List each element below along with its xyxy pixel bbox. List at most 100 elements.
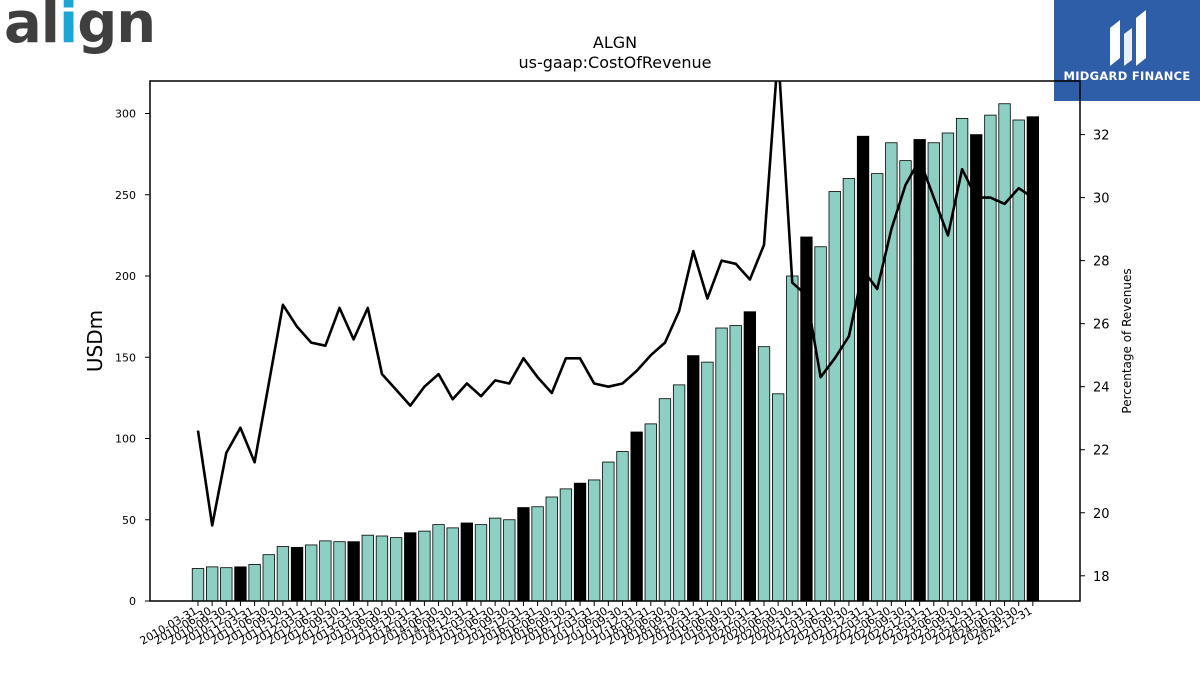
bar-2022-09-30 bbox=[899, 160, 912, 602]
line-point-2021-03-31 bbox=[820, 376, 822, 378]
bar-2014-03-31 bbox=[418, 530, 431, 602]
line-point-2011-03-31 bbox=[254, 461, 256, 463]
bar-2020-06-30 bbox=[772, 393, 785, 602]
bar-2017-12-31 bbox=[630, 431, 643, 602]
line-point-2021-12-31 bbox=[862, 269, 864, 271]
bar-2024-12-31 bbox=[1026, 116, 1039, 602]
line-point-2023-06-30 bbox=[947, 234, 949, 237]
line-point-2018-06-30 bbox=[664, 341, 666, 344]
bar-2014-06-30 bbox=[432, 524, 445, 602]
bar-2020-03-31 bbox=[757, 346, 771, 602]
bar-2017-06-30 bbox=[602, 461, 615, 602]
bar-2014-12-31 bbox=[460, 522, 474, 602]
line-point-2013-03-31 bbox=[367, 307, 369, 309]
line-point-2010-12-31 bbox=[239, 427, 242, 429]
percentage-line bbox=[196, 81, 1034, 527]
bar-2016-09-30 bbox=[559, 488, 573, 602]
chart-title: ALGN bbox=[593, 33, 637, 52]
y2-tick-label: 18 bbox=[1093, 570, 1110, 585]
line-point-2019-06-30 bbox=[720, 260, 723, 262]
bar-2015-09-30 bbox=[503, 519, 516, 602]
line-point-2013-06-30 bbox=[381, 373, 383, 375]
line-point-2019-09-30 bbox=[735, 263, 737, 265]
logo-text-dot: i bbox=[58, 0, 78, 56]
line-point-2017-06-30 bbox=[607, 386, 609, 388]
line-point-2014-03-31 bbox=[423, 386, 425, 388]
bar-2016-12-31 bbox=[573, 482, 587, 602]
line-point-2022-03-31 bbox=[876, 288, 878, 290]
align-logo: align bbox=[4, 0, 156, 52]
y-tick-label: 50 bbox=[122, 514, 136, 527]
logo-text-end: gn bbox=[77, 0, 156, 56]
line-point-2015-12-31 bbox=[522, 357, 525, 359]
bar-2010-12-31 bbox=[234, 566, 247, 602]
bar-2019-12-31 bbox=[743, 311, 756, 602]
bar-2017-03-31 bbox=[588, 479, 601, 602]
line-point-2022-09-30 bbox=[904, 184, 907, 186]
y2-tick-label: 26 bbox=[1093, 318, 1110, 333]
line-point-2014-06-30 bbox=[437, 373, 440, 375]
line-point-2011-09-30 bbox=[282, 304, 284, 306]
line-point-2024-06-30 bbox=[1003, 203, 1006, 205]
sponsor-emblem-icon bbox=[1110, 10, 1146, 66]
line-point-2024-09-30 bbox=[1018, 187, 1020, 189]
bar-2017-09-30 bbox=[616, 451, 629, 602]
y-tick-label: 0 bbox=[129, 595, 136, 608]
bar-2015-03-31 bbox=[474, 524, 488, 602]
y-tick-label: 250 bbox=[115, 189, 136, 202]
bar-2013-12-31 bbox=[404, 532, 417, 602]
bar-2012-09-30 bbox=[333, 541, 346, 602]
line-point-2012-03-31 bbox=[310, 341, 312, 344]
line-point-2017-09-30 bbox=[621, 382, 624, 385]
bar-2019-06-30 bbox=[715, 327, 728, 602]
line-point-2017-12-31 bbox=[636, 370, 638, 372]
y-tick-label: 200 bbox=[115, 270, 136, 283]
line-point-2016-12-31 bbox=[579, 357, 581, 359]
bar-2021-09-30 bbox=[842, 178, 856, 602]
bar-2010-09-30 bbox=[220, 567, 233, 602]
bar-2016-03-31 bbox=[531, 506, 544, 602]
line-point-2011-12-31 bbox=[296, 326, 298, 328]
chart-subtitle: us-gaap:CostOfRevenue bbox=[518, 53, 711, 72]
bar-2024-03-31 bbox=[984, 114, 997, 602]
bar-2018-12-31 bbox=[687, 355, 700, 602]
bar-2015-06-30 bbox=[488, 517, 502, 602]
line-point-2016-03-31 bbox=[537, 376, 539, 378]
y-tick-label: 100 bbox=[115, 433, 136, 446]
bar-2015-12-31 bbox=[517, 507, 530, 602]
bar-2013-03-31 bbox=[361, 534, 374, 602]
bar-2011-06-30 bbox=[262, 554, 275, 602]
y-tick-label: 150 bbox=[115, 351, 136, 364]
line-point-2021-06-30 bbox=[834, 357, 836, 359]
line-point-2011-06-30 bbox=[268, 382, 270, 385]
y-tick-label: 300 bbox=[115, 108, 136, 121]
line-point-2023-03-31 bbox=[933, 197, 935, 199]
line-point-2016-09-30 bbox=[565, 357, 567, 359]
bar-2021-06-30 bbox=[828, 191, 841, 602]
bar-2020-09-30 bbox=[786, 275, 799, 602]
bar-2022-03-31 bbox=[871, 173, 884, 602]
y2-tick-label: 32 bbox=[1093, 129, 1110, 144]
bar-2013-06-30 bbox=[375, 535, 389, 602]
bars-layer bbox=[191, 103, 1039, 602]
bar-2012-12-31 bbox=[347, 541, 360, 602]
bar-2012-06-30 bbox=[319, 540, 332, 602]
bar-2019-03-31 bbox=[701, 361, 714, 602]
line-point-2022-12-31 bbox=[919, 159, 921, 161]
y2-tick-label: 22 bbox=[1093, 444, 1110, 459]
line-point-2010-09-30 bbox=[225, 452, 227, 454]
line-point-2019-12-31 bbox=[749, 278, 751, 281]
line-point-2018-03-31 bbox=[650, 354, 652, 356]
bar-2018-09-30 bbox=[672, 384, 686, 602]
line-point-2012-09-30 bbox=[338, 307, 341, 309]
line-point-2020-03-31 bbox=[763, 244, 765, 246]
bar-2021-12-31 bbox=[856, 135, 870, 602]
line-point-2023-12-31 bbox=[975, 197, 977, 199]
line-point-2014-12-31 bbox=[466, 382, 468, 385]
line-point-2015-03-31 bbox=[480, 395, 482, 397]
bar-2019-09-30 bbox=[729, 325, 742, 602]
bar-2022-06-30 bbox=[885, 142, 898, 602]
line-point-2010-03-31 bbox=[197, 430, 199, 432]
line-point-2021-09-30 bbox=[848, 335, 850, 337]
line-point-2013-12-31 bbox=[409, 405, 411, 407]
